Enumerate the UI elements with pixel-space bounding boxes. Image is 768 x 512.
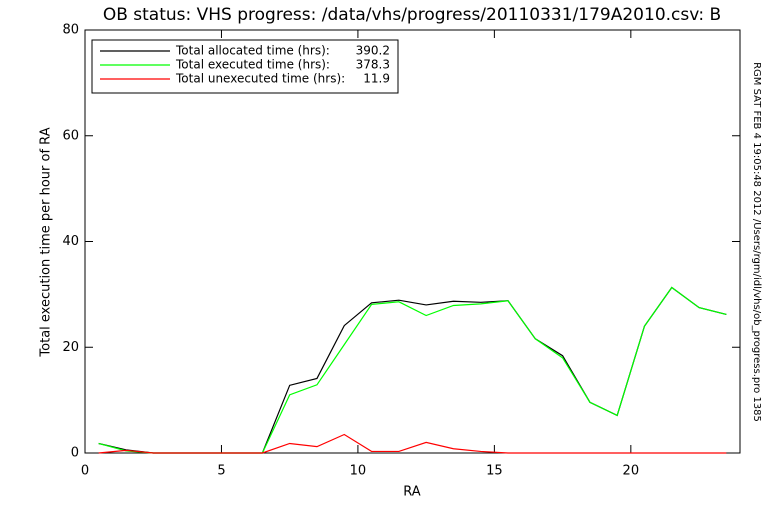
y-tick-label: 80: [62, 23, 79, 38]
x-tick-label: 5: [217, 464, 225, 479]
y-tick-label: 40: [62, 234, 79, 249]
x-tick-label: 0: [81, 464, 89, 479]
legend-value: 11.9: [363, 72, 390, 86]
legend-value: 390.2: [356, 44, 390, 58]
legend-value: 378.3: [356, 58, 390, 72]
y-tick-label: 20: [62, 340, 79, 355]
series-line: [98, 433, 727, 454]
x-tick-label: 20: [623, 464, 640, 479]
y-tick-label: 0: [71, 446, 79, 461]
x-axis-label: RA: [403, 485, 421, 500]
legend-label: Total executed time (hrs):: [175, 58, 330, 72]
annotation: RGM SAT FEB 4 19:05:48 2012 /Users/rgm/i…: [751, 62, 762, 422]
y-axis-label: Total execution time per hour of RA: [39, 127, 54, 357]
y-tick-label: 60: [62, 128, 79, 143]
legend-label: Total unexecuted time (hrs):: [175, 72, 345, 86]
x-tick-label: 15: [486, 464, 503, 479]
legend-label: Total allocated time (hrs):: [175, 44, 330, 58]
chart-title: OB status: VHS progress: /data/vhs/progr…: [103, 5, 721, 25]
x-tick-label: 10: [350, 464, 367, 479]
legend-box: [91, 39, 399, 94]
